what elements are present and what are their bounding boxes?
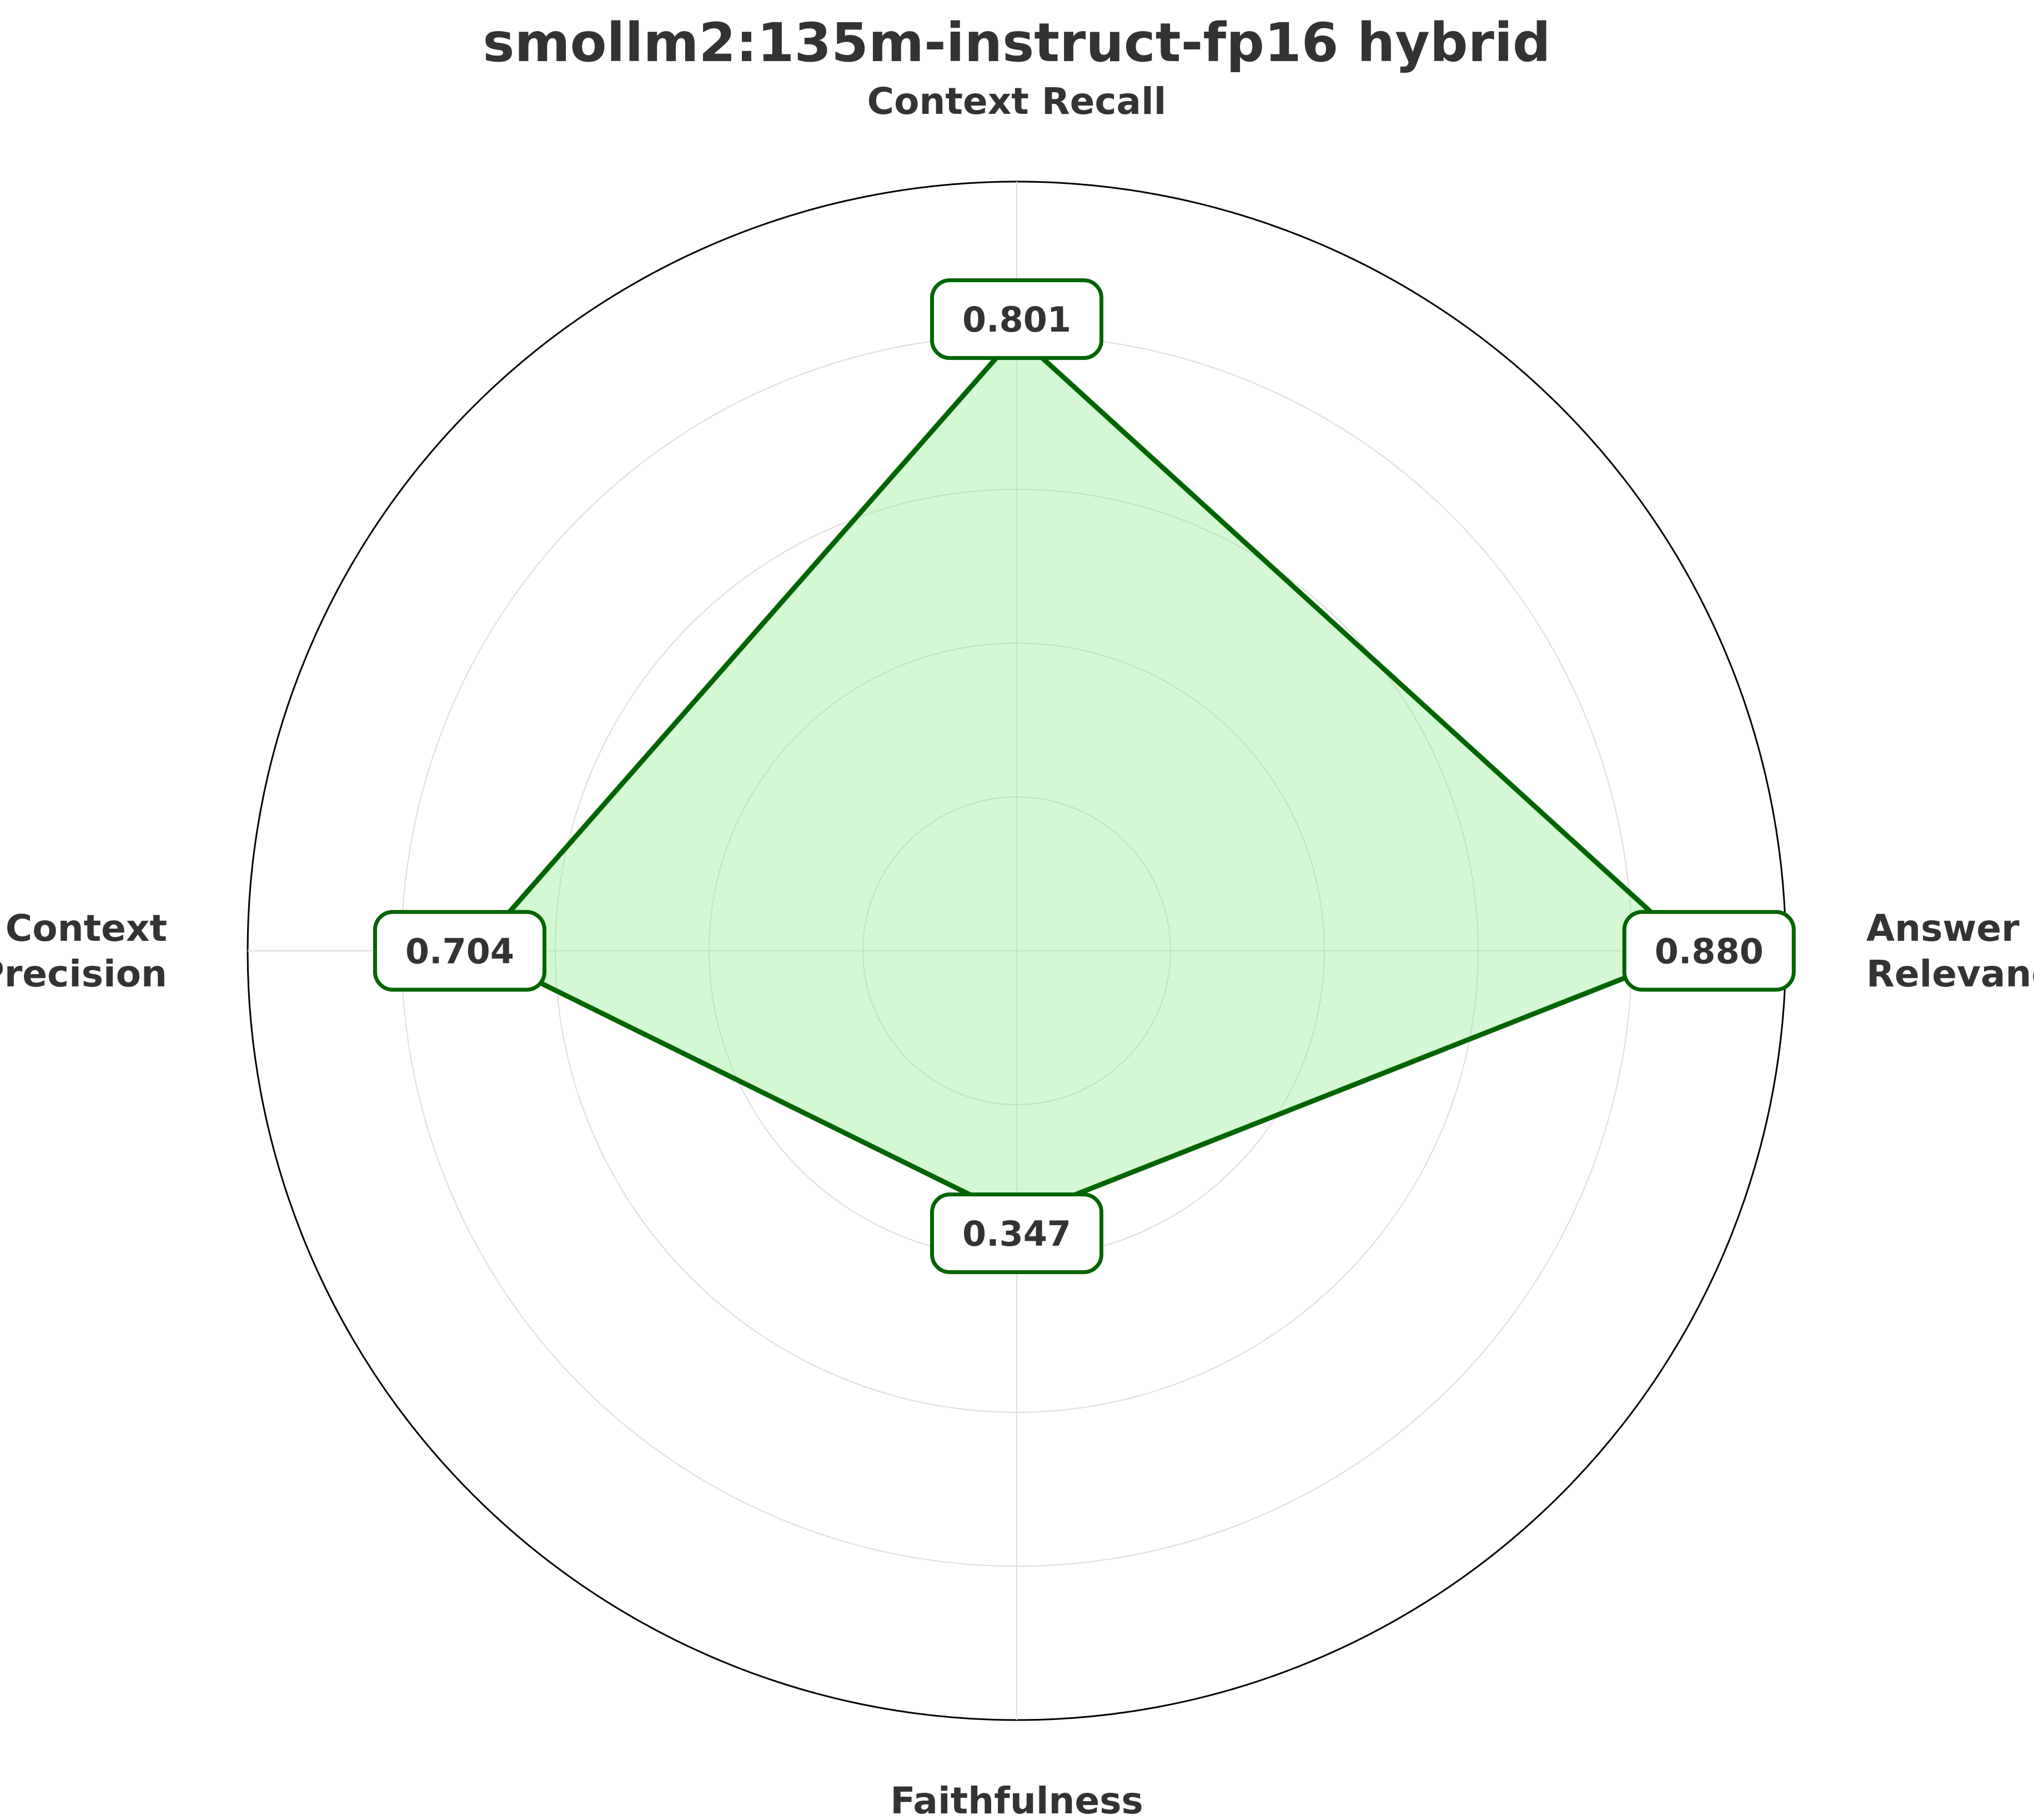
- axis-labels: AnswerRelevancy Context Recall ContextPrec…: [0, 80, 2034, 1820]
- series-area-0: [471, 331, 1699, 1221]
- value-label-text: 0.801: [962, 299, 1071, 340]
- axis-label-faithfulness: Faithfulness: [890, 1779, 1143, 1817]
- value-label-text: 0.880: [1655, 931, 1764, 971]
- value-label-3: 0.347: [930, 1192, 1103, 1275]
- value-label-text: 0.347: [962, 1214, 1071, 1254]
- axis-label-answer-relevancy: AnswerRelevancy: [1866, 907, 2034, 995]
- axis-label-context-recall: Context Recall: [867, 80, 1167, 123]
- radar-series: [467, 327, 1701, 1226]
- value-label-1: 0.801: [930, 278, 1103, 360]
- value-label-box: [930, 1192, 1103, 1275]
- value-label-text: 0.704: [405, 931, 514, 971]
- value-label-2: 0.704: [373, 910, 546, 992]
- axis-label-context-precision: ContextPrecision: [0, 907, 167, 995]
- value-label-0: 0.880: [1622, 910, 1796, 992]
- value-label-box: [930, 278, 1103, 360]
- value-label-box: [1622, 910, 1796, 992]
- value-label-box: [373, 910, 546, 992]
- chart-title: smollm2:135m-instruct-fp16 hybrid: [483, 12, 1550, 74]
- value-labels: 0.880 0.801 0.704 0.347: [373, 278, 1796, 1275]
